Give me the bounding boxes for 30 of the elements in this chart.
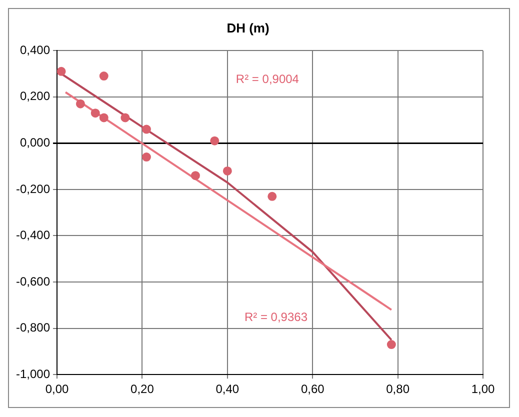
chart-title: DH (m) [226,20,270,36]
y-tick-label: 0,200 [20,89,50,104]
point [386,340,396,350]
x-tick-label: 1,00 [471,382,495,396]
point [142,152,151,162]
x-tick-label: 0,20 [130,382,154,396]
y-tick-label: -1,000 [16,366,50,381]
point [57,66,66,76]
x-tick-label: 0,60 [300,382,325,396]
y-tick-label: -0,600 [16,274,50,288]
point [99,72,108,81]
point [222,166,232,176]
y-tick-label: 0,400 [20,42,50,57]
x-tick-label: 0,40 [216,382,240,396]
x-tick-label: 0,00 [45,382,70,396]
y-tick-label: -0,800 [16,320,50,335]
y-tick-label: 0,000 [20,135,50,150]
point [268,192,277,201]
y-tick-label: -0,400 [16,228,50,242]
point [210,136,220,146]
point [142,124,151,134]
point [99,113,108,122]
point [120,113,130,122]
annotation: R² = 0,9363 [244,310,308,324]
x-tick-label: 0,80 [386,382,410,396]
point [76,99,85,108]
annotation: R² = 0,9004 [236,72,300,86]
point [90,108,100,118]
point [190,171,200,180]
y-tick-label: -0,200 [16,182,50,196]
